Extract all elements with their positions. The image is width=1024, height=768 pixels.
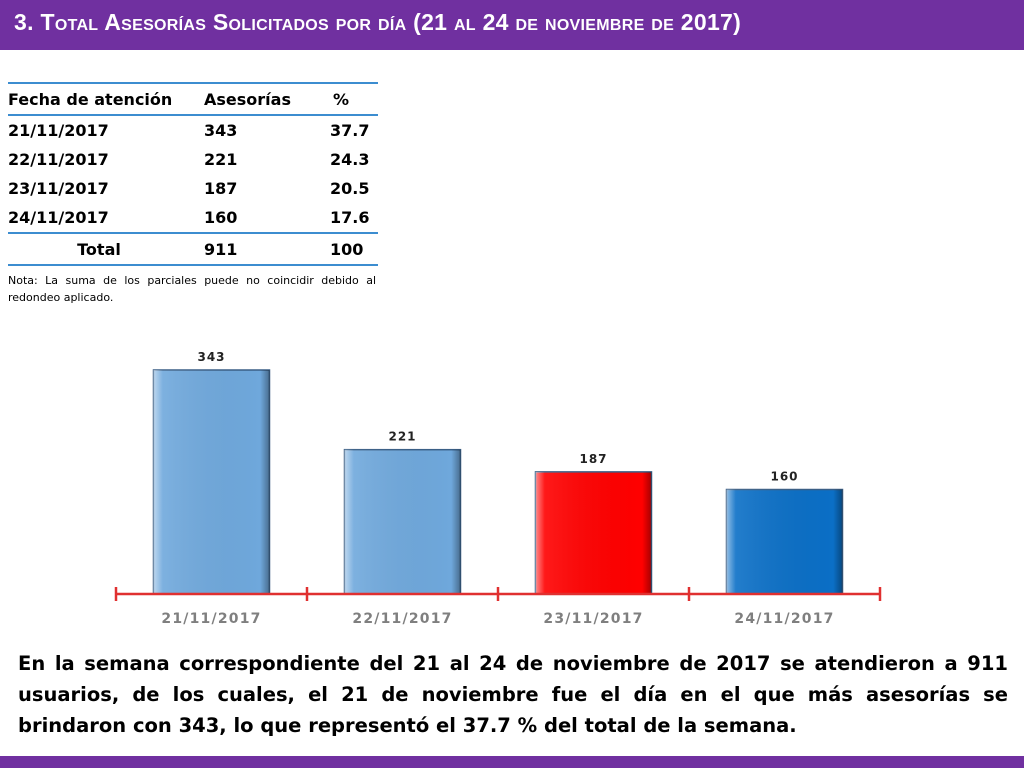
cell-percent: 37.7 (330, 121, 370, 140)
total-label: Total (8, 232, 190, 266)
tick-label: 23/11/2017 (543, 611, 643, 627)
column-header-percent: % (304, 82, 378, 116)
data-label: 343 (197, 350, 225, 364)
summary-paragraph: En la semana correspondiente del 21 al 2… (18, 652, 1008, 737)
cell-fecha: 22/11/2017 (8, 150, 109, 169)
cell-fecha: 23/11/2017 (8, 179, 109, 198)
bar-shading (344, 449, 461, 594)
cell-asesorias: 187 (204, 179, 238, 198)
column-header-fecha: Fecha de atención (8, 82, 190, 116)
cell-percent: 24.3 (330, 150, 370, 169)
data-label: 221 (388, 430, 416, 444)
table-row: 23/11/2017 187 20.5 (8, 174, 378, 203)
bar-shading (535, 471, 652, 594)
total-asesorias: 911 (190, 232, 304, 266)
cell-asesorias: 160 (204, 208, 238, 227)
cell-asesorias: 343 (204, 121, 238, 140)
bar-shading (153, 370, 270, 594)
cell-fecha: 21/11/2017 (8, 121, 109, 140)
cell-asesorias: 221 (204, 150, 238, 169)
cell-percent: 17.6 (330, 208, 370, 227)
table-row: 24/11/2017 160 17.6 (8, 203, 378, 233)
tick-label: 22/11/2017 (352, 611, 452, 627)
total-percent: 100 (304, 232, 378, 266)
table-row: 22/11/2017 221 24.3 (8, 145, 378, 174)
bar-shading (726, 489, 843, 594)
table-header-row: Fecha de atención Asesorías % (8, 82, 378, 116)
bar-chart: 343 21/11/2017 221 22/11/2017 187 23/11/2017 1… (114, 350, 882, 627)
table-total-row: Total 911 100 (8, 232, 378, 266)
data-label: 187 (579, 452, 607, 466)
data-label: 160 (770, 470, 798, 484)
column-header-asesorias: Asesorías (190, 82, 304, 116)
cell-fecha: 24/11/2017 (8, 208, 109, 227)
tick-label: 24/11/2017 (734, 611, 834, 627)
data-table: Fecha de atención Asesorías % 21/11/2017… (8, 82, 378, 266)
footer-bar (0, 756, 1024, 768)
page-title: 3. Total Asesorías Solicitados por día (… (14, 9, 742, 35)
cell-percent: 20.5 (330, 179, 370, 198)
header-bar: 3. Total Asesorías Solicitados por día (… (0, 0, 1024, 50)
table-row: 21/11/2017 343 37.7 (8, 115, 378, 145)
table-note: Nota: La suma de los parciales puede no … (8, 274, 376, 304)
tick-label: 21/11/2017 (161, 611, 261, 627)
